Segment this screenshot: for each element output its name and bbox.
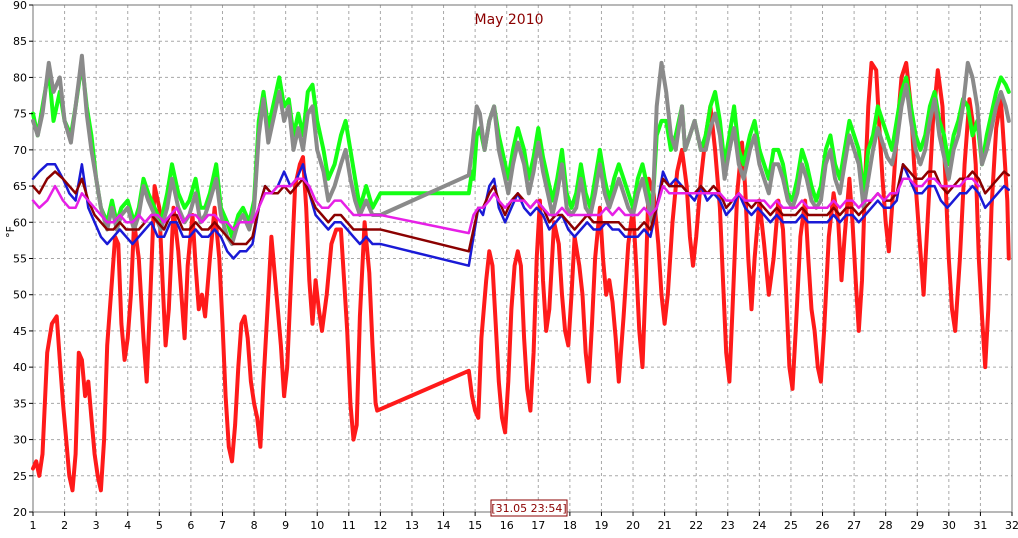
x-tick-label: 3 (93, 519, 100, 532)
y-tick-label: 20 (13, 506, 27, 519)
y-tick-label: 25 (13, 470, 27, 483)
series-line-2 (31, 60, 1011, 239)
y-tick-label: 35 (13, 397, 27, 410)
x-tick-label: 20 (626, 519, 640, 532)
x-tick-label: 28 (879, 519, 893, 532)
x-tick-label: 7 (219, 519, 226, 532)
x-tick-label: 24 (752, 519, 766, 532)
series-line-6 (31, 177, 981, 235)
series-layer (31, 53, 1011, 493)
x-tick-label: 32 (1005, 519, 1018, 532)
timestamp-label: [31.05 23:54] (491, 502, 566, 515)
x-tick-label: 31 (973, 519, 987, 532)
x-tick-label: 23 (721, 519, 735, 532)
y-tick-label: 30 (13, 434, 27, 447)
x-tick-label: 11 (342, 519, 356, 532)
x-tick-label: 30 (942, 519, 956, 532)
y-tick-label: 65 (13, 180, 27, 193)
x-axis-ticks: 1 2 3 4 5 6 7 8 9 10 11 12 13 14 15 16 17 18 19 20 21 22 23 24 2… (30, 512, 1018, 532)
x-tick-label: 5 (156, 519, 163, 532)
x-tick-label: 2 (61, 519, 68, 532)
series-line-3 (31, 53, 1011, 246)
x-tick-label: 9 (282, 519, 289, 532)
x-tick-label: 26 (816, 519, 830, 532)
x-tick-label: 4 (124, 519, 131, 532)
x-tick-label: 25 (784, 519, 798, 532)
y-tick-label: 85 (13, 35, 27, 48)
x-tick-label: 19 (594, 519, 608, 532)
y-axis-ticks: 20 25 30 35 40 45 50 55 60 65 70 75 80 85 90 (13, 0, 33, 519)
series-line-5 (31, 163, 1011, 253)
x-tick-label: 27 (847, 519, 861, 532)
x-tick-label: 12 (373, 519, 387, 532)
x-tick-label: 10 (310, 519, 324, 532)
y-tick-label: 55 (13, 253, 27, 266)
y-tick-label: 75 (13, 108, 27, 121)
y-tick-label: 90 (13, 0, 27, 12)
y-tick-label: 45 (13, 325, 27, 338)
x-tick-label: 21 (658, 519, 672, 532)
timestamp-marker: [31.05 23:54] (490, 499, 568, 517)
y-tick-label: 70 (13, 144, 27, 157)
y-axis-label: °F (4, 226, 17, 238)
series-line-1 (31, 60, 1011, 493)
x-tick-label: 16 (500, 519, 514, 532)
x-tick-label: 22 (689, 519, 703, 532)
x-tick-label: 1 (30, 519, 37, 532)
timestamp-box (490, 499, 568, 517)
y-tick-label: 40 (13, 361, 27, 374)
x-tick-label: 6 (187, 519, 194, 532)
x-tick-label: 15 (468, 519, 482, 532)
x-tick-label: 18 (563, 519, 577, 532)
x-tick-label: 14 (437, 519, 451, 532)
y-tick-label: 50 (13, 289, 27, 302)
x-tick-label: 13 (405, 519, 419, 532)
y-tick-label: 80 (13, 71, 27, 84)
y-tick-label: 60 (13, 216, 27, 229)
x-tick-label: 29 (910, 519, 924, 532)
chart-title: May 2010 (474, 12, 543, 28)
x-tick-label: 17 (531, 519, 545, 532)
x-tick-label: 8 (251, 519, 258, 532)
